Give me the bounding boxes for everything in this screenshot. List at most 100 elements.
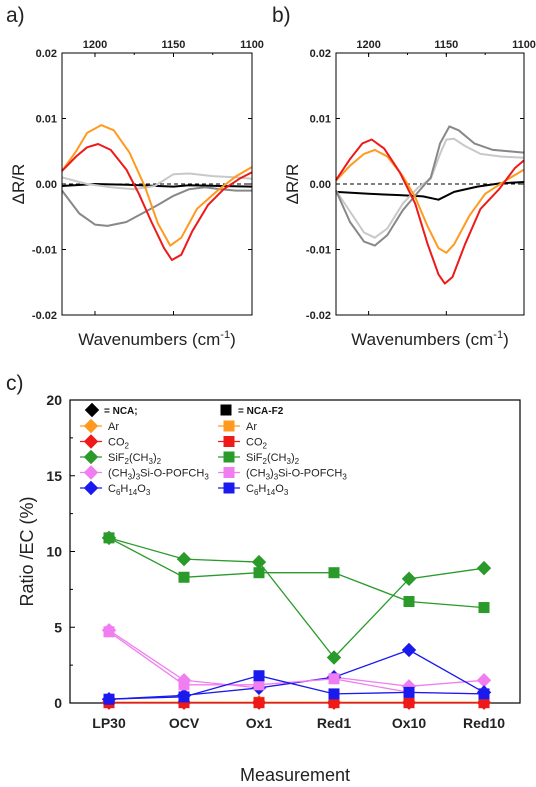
y-tick-label: 0.02 xyxy=(36,48,57,60)
x-axis-label: Wavenumbers (cm-1) xyxy=(78,329,235,349)
legend-swatch-marker xyxy=(223,467,235,478)
legend-label-part: SiF xyxy=(108,452,125,464)
x-axis-label-end: ) xyxy=(230,330,236,349)
legend-label-part: ) xyxy=(291,452,295,464)
x-axis-label-sup: -1 xyxy=(220,329,230,341)
plot-frame xyxy=(69,399,521,704)
data-point-square xyxy=(328,673,340,685)
legend-label-sub: 3 xyxy=(287,457,292,466)
panel-b: b) 1200 1150 1100 0.02 0.01 0.00 -0.01 -0.02 ΔR/… xyxy=(272,4,536,349)
legend-label-part: C xyxy=(246,483,254,495)
y-tick-label: 0.01 xyxy=(36,114,57,126)
data-point-square xyxy=(253,697,265,709)
legend-swatch-marker xyxy=(223,451,235,463)
legend-swatch-marker xyxy=(223,436,235,447)
data-point-diamond xyxy=(401,571,417,586)
data-point-square xyxy=(253,670,265,682)
legend-label-part: (CH xyxy=(246,468,266,480)
legend-label-sub: 3 xyxy=(342,473,347,482)
panel-c: c) 0 5 10 15 20 LP30 OCV Ox1 Red1 Ox10 Red10 Measur… xyxy=(6,372,521,785)
legend-label-sub: 3 xyxy=(266,473,271,482)
legend-label-sub: 3 xyxy=(146,488,151,497)
legend-swatch-marker xyxy=(83,465,99,480)
legend-label-part: O xyxy=(275,483,284,495)
panel-a-label: a) xyxy=(6,4,25,27)
legend-swatch-marker xyxy=(83,480,99,496)
legend-label-sub: 6 xyxy=(116,488,121,497)
data-point-diamond xyxy=(251,554,267,570)
data-point-square xyxy=(103,532,115,544)
legend-header-left: = NCA; xyxy=(104,406,138,417)
legend-label-part: Ar xyxy=(108,421,119,433)
legend-header-marker xyxy=(220,404,232,416)
legend-label-part: Si-O-POFCH xyxy=(278,468,342,480)
legend-label: CO2 xyxy=(246,437,268,451)
legend-label-part: ) xyxy=(132,468,136,480)
legend-label-sub: 6 xyxy=(254,488,259,497)
data-point-diamond xyxy=(176,551,192,567)
spectrum-line-4 xyxy=(335,138,525,285)
legend-header-marker xyxy=(84,402,100,418)
legend-label: Ar xyxy=(246,421,257,433)
legend-label-part: (CH xyxy=(108,468,128,480)
data-point-diamond xyxy=(476,560,492,576)
panel-c-plot: 0 5 10 15 20 LP30 OCV Ox1 Red1 Ox10 Red10 Measureme… xyxy=(17,392,521,785)
legend-label: (CH3)3Si-O-POFCH3 xyxy=(108,468,209,482)
legend-label-part: H xyxy=(120,483,128,495)
data-point-square xyxy=(103,693,115,705)
legend-label-part: SiF xyxy=(246,452,263,464)
legend-label-sub: 2 xyxy=(263,457,268,466)
panel-a: a) 1200 1150 1100 0.02 0.01 0.00 -0.01 -0.02 ΔR/… xyxy=(6,4,264,349)
data-point-square xyxy=(253,567,265,579)
series-line-4 xyxy=(108,649,485,700)
legend-label-sub: 2 xyxy=(125,457,130,466)
legend-label: CO2 xyxy=(108,437,130,451)
legend-label: (CH3)3Si-O-POFCH3 xyxy=(246,468,347,482)
series-line-7 xyxy=(108,537,485,609)
spectrum-line-0 xyxy=(335,181,525,201)
data-point-diamond xyxy=(476,673,492,688)
x-tick-label: 1100 xyxy=(512,39,536,51)
spectrum-line-3 xyxy=(335,148,525,254)
legend-label: SiF2(CH3)2 xyxy=(108,452,162,466)
y-tick-label: 0.01 xyxy=(310,114,331,126)
data-point-square xyxy=(403,697,415,709)
legend-label-part: Ar xyxy=(246,421,257,433)
x-tick-label: OCV xyxy=(169,715,200,731)
x-tick-label: LP30 xyxy=(92,715,126,731)
series-line-2 xyxy=(108,537,485,659)
legend-label-part: C xyxy=(108,483,116,495)
y-axis-label: ΔR/R xyxy=(9,164,28,205)
data-point-square xyxy=(178,679,190,691)
legend-label-part: ) xyxy=(153,452,157,464)
panel-b-plot: 1200 1150 1100 0.02 0.01 0.00 -0.01 -0.02 ΔR/R Wa… xyxy=(283,39,536,349)
spectrum-line-1 xyxy=(61,172,253,191)
spectrum-line-3 xyxy=(61,124,253,247)
data-point-square xyxy=(478,688,490,700)
legend-label-part: Si-O-POFCH xyxy=(140,468,204,480)
y-tick-label: 0 xyxy=(54,695,62,711)
data-point-square xyxy=(328,567,340,579)
legend-label-part: O xyxy=(137,483,146,495)
y-tick-label: -0.02 xyxy=(32,310,57,322)
series-line-3 xyxy=(108,629,485,689)
legend-label-sub: 14 xyxy=(266,488,275,497)
y-tick-label: 0.02 xyxy=(310,48,331,60)
data-point-square xyxy=(403,686,415,698)
x-axis-label-main: Wavenumbers (cm xyxy=(351,330,493,349)
legend-label-sub: 14 xyxy=(128,488,137,497)
legend-label-part: ) xyxy=(270,468,274,480)
y-tick-label: -0.01 xyxy=(306,245,331,257)
series-line-9 xyxy=(108,675,485,700)
legend-swatch-marker xyxy=(223,482,235,494)
panel-a-plot: 1200 1150 1100 0.02 0.01 0.00 -0.01 -0.02 ΔR/R Wa… xyxy=(9,39,264,349)
x-tick-label: Ox1 xyxy=(246,715,273,731)
legend-label-sub: 2 xyxy=(295,457,300,466)
legend-label-sub: 3 xyxy=(274,473,279,482)
legend-label-sub: 3 xyxy=(284,488,289,497)
legend-label-part: CO xyxy=(246,437,263,449)
spectrum-line-2 xyxy=(335,125,525,247)
legend-label: C6H14O3 xyxy=(246,483,289,497)
y-tick-label: -0.01 xyxy=(32,245,57,257)
